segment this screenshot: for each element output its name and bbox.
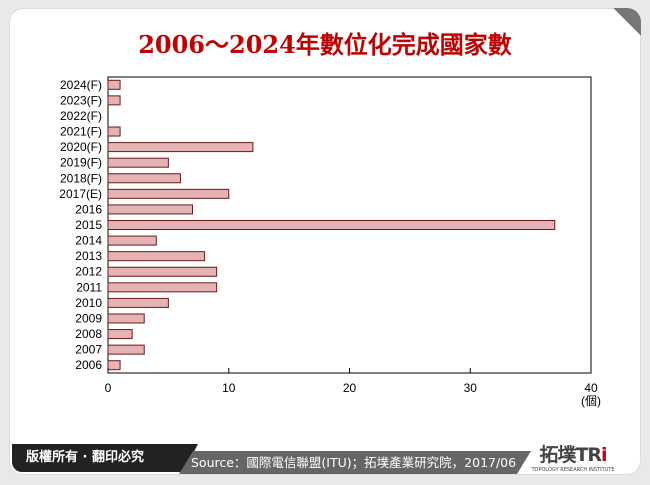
y-tick-label: 2006 <box>75 358 102 372</box>
bar-2008 <box>107 329 133 340</box>
chart-title: 2006～2024年數位化完成國家數 <box>138 30 512 59</box>
bar-2019(F) <box>107 157 169 168</box>
bar-2018(F) <box>107 173 181 184</box>
y-tick-label: 2013 <box>75 249 102 263</box>
y-tick-label: 2017(E) <box>59 187 102 201</box>
bar-chart: 2024(F)2023(F) 2022(F) 2021(F)2020(F) 2019(… <box>59 76 601 408</box>
bar-2007 <box>107 344 145 355</box>
y-tick-label: 2024(F) <box>60 78 102 92</box>
bar-2021(F) <box>107 126 121 137</box>
x-tick-label: 10 <box>222 381 236 395</box>
footer: 版權所有 · 翻印必究 Source：國際電信聯盟(ITU)；拓墣產業研究院，2… <box>9 440 639 476</box>
x-tick-label: 30 <box>464 381 478 395</box>
y-tick-label: 2010 <box>75 296 102 310</box>
logo-text: 拓墣TRi <box>539 444 607 466</box>
bar-2012 <box>107 266 218 277</box>
x-tick-label: 0 <box>105 381 112 395</box>
x-axis-unit: (個) <box>581 394 601 408</box>
y-tick-label: 2020(F) <box>60 140 102 154</box>
bar-2010 <box>107 297 169 308</box>
y-tick-label: 2008 <box>75 327 102 341</box>
y-tick-label: 2011 <box>76 280 102 294</box>
bar-2009 <box>107 313 145 324</box>
bar-2013 <box>107 251 206 262</box>
bar-2011 <box>107 282 218 293</box>
copyright-notice: 版權所有 · 翻印必究 <box>12 444 198 472</box>
bar-2017(E) <box>107 188 230 199</box>
y-tick-label: 2009 <box>75 311 102 325</box>
y-tick-label: 2022(F) <box>60 109 102 123</box>
bar-2024(F) <box>107 79 121 90</box>
y-tick-label: 2007 <box>75 343 102 357</box>
bar-2023(F) <box>107 95 121 106</box>
bar-2016 <box>107 204 194 215</box>
y-tick-label: 2023(F) <box>60 93 102 107</box>
bar-2014 <box>107 235 157 246</box>
y-tick-label: 2012 <box>75 265 102 279</box>
page-curl-corner <box>613 8 641 36</box>
y-tick-label: 2018(F) <box>60 171 102 185</box>
bar-2006 <box>107 360 121 371</box>
x-tick-label: 20 <box>343 381 357 395</box>
bar-2015 <box>107 220 556 230</box>
y-tick-label: 2019(F) <box>60 156 102 170</box>
y-tick-label: 2015 <box>75 218 102 232</box>
y-tick-label: 2016 <box>75 202 102 216</box>
bar-2020(F) <box>107 142 254 153</box>
x-tick-label: 40 <box>584 381 598 395</box>
y-tick-label: 2014 <box>75 234 102 248</box>
logo-subtitle: TOPOLOGY RESEARCH INSTITUTE <box>531 467 615 473</box>
y-tick-label: 2021(F) <box>60 125 102 139</box>
tri-logo: 拓墣TRi TOPOLOGY RESEARCH INSTITUTE <box>514 440 632 473</box>
source-note: Source：國際電信聯盟(ITU)；拓墣產業研究院，2017/06 <box>179 451 531 474</box>
